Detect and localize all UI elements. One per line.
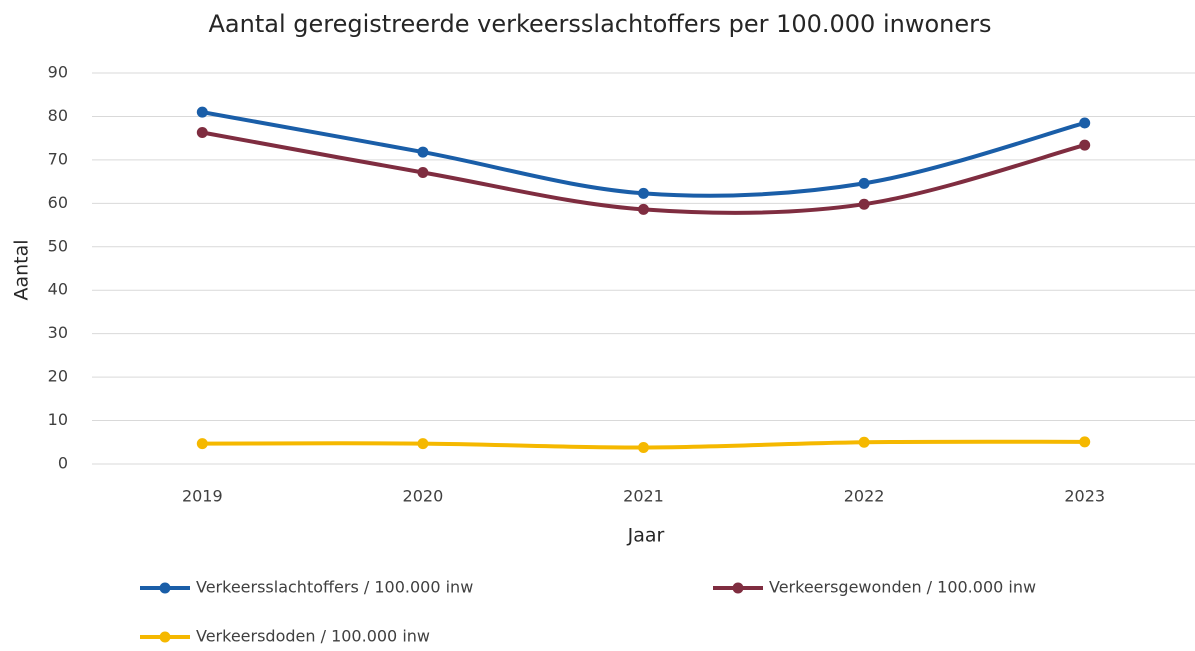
legend-label: Verkeersdoden / 100.000 inw [196, 627, 430, 646]
data-point [1079, 436, 1091, 448]
y-tick-label: 10 [48, 410, 68, 429]
x-tick-label: 2021 [623, 487, 664, 506]
chart-title: Aantal geregistreerde verkeersslachtoffe… [209, 10, 992, 38]
data-point [638, 441, 649, 453]
y-axis-label: Aantal [11, 239, 33, 300]
y-tick-label: 70 [48, 149, 68, 168]
y-tick-label: 80 [48, 106, 68, 125]
x-axis-label: Jaar [627, 525, 665, 547]
y-tick-label: 60 [48, 193, 68, 212]
data-point [1079, 117, 1091, 129]
data-point [417, 146, 429, 158]
x-tick-label: 2022 [844, 487, 885, 506]
y-tick-label: 50 [48, 236, 68, 255]
legend-label: Verkeersgewonden / 100.000 inw [769, 578, 1036, 597]
data-point [196, 106, 208, 118]
y-tick-label: 20 [48, 367, 68, 386]
x-tick-label: 2023 [1064, 487, 1105, 506]
data-point [1079, 139, 1091, 151]
data-point [858, 177, 870, 189]
data-point [638, 187, 649, 199]
data-point [638, 203, 649, 215]
y-tick-label: 30 [48, 323, 68, 342]
x-tick-label: 2019 [182, 487, 223, 506]
series-line [201, 130, 1086, 215]
legend-marker [159, 582, 171, 594]
legend-marker [732, 582, 744, 594]
data-point [858, 198, 870, 210]
legend-label: Verkeersslachtoffers / 100.000 inw [196, 578, 473, 597]
y-tick-label: 0 [58, 454, 68, 473]
y-tick-label: 40 [48, 280, 68, 299]
x-tick-label: 2020 [403, 487, 444, 506]
data-point [196, 438, 208, 450]
data-point [858, 436, 870, 448]
y-tick-label: 90 [48, 63, 68, 82]
data-point [417, 166, 429, 178]
data-point [196, 127, 208, 139]
legend-marker [159, 631, 171, 643]
data-point [417, 438, 429, 450]
